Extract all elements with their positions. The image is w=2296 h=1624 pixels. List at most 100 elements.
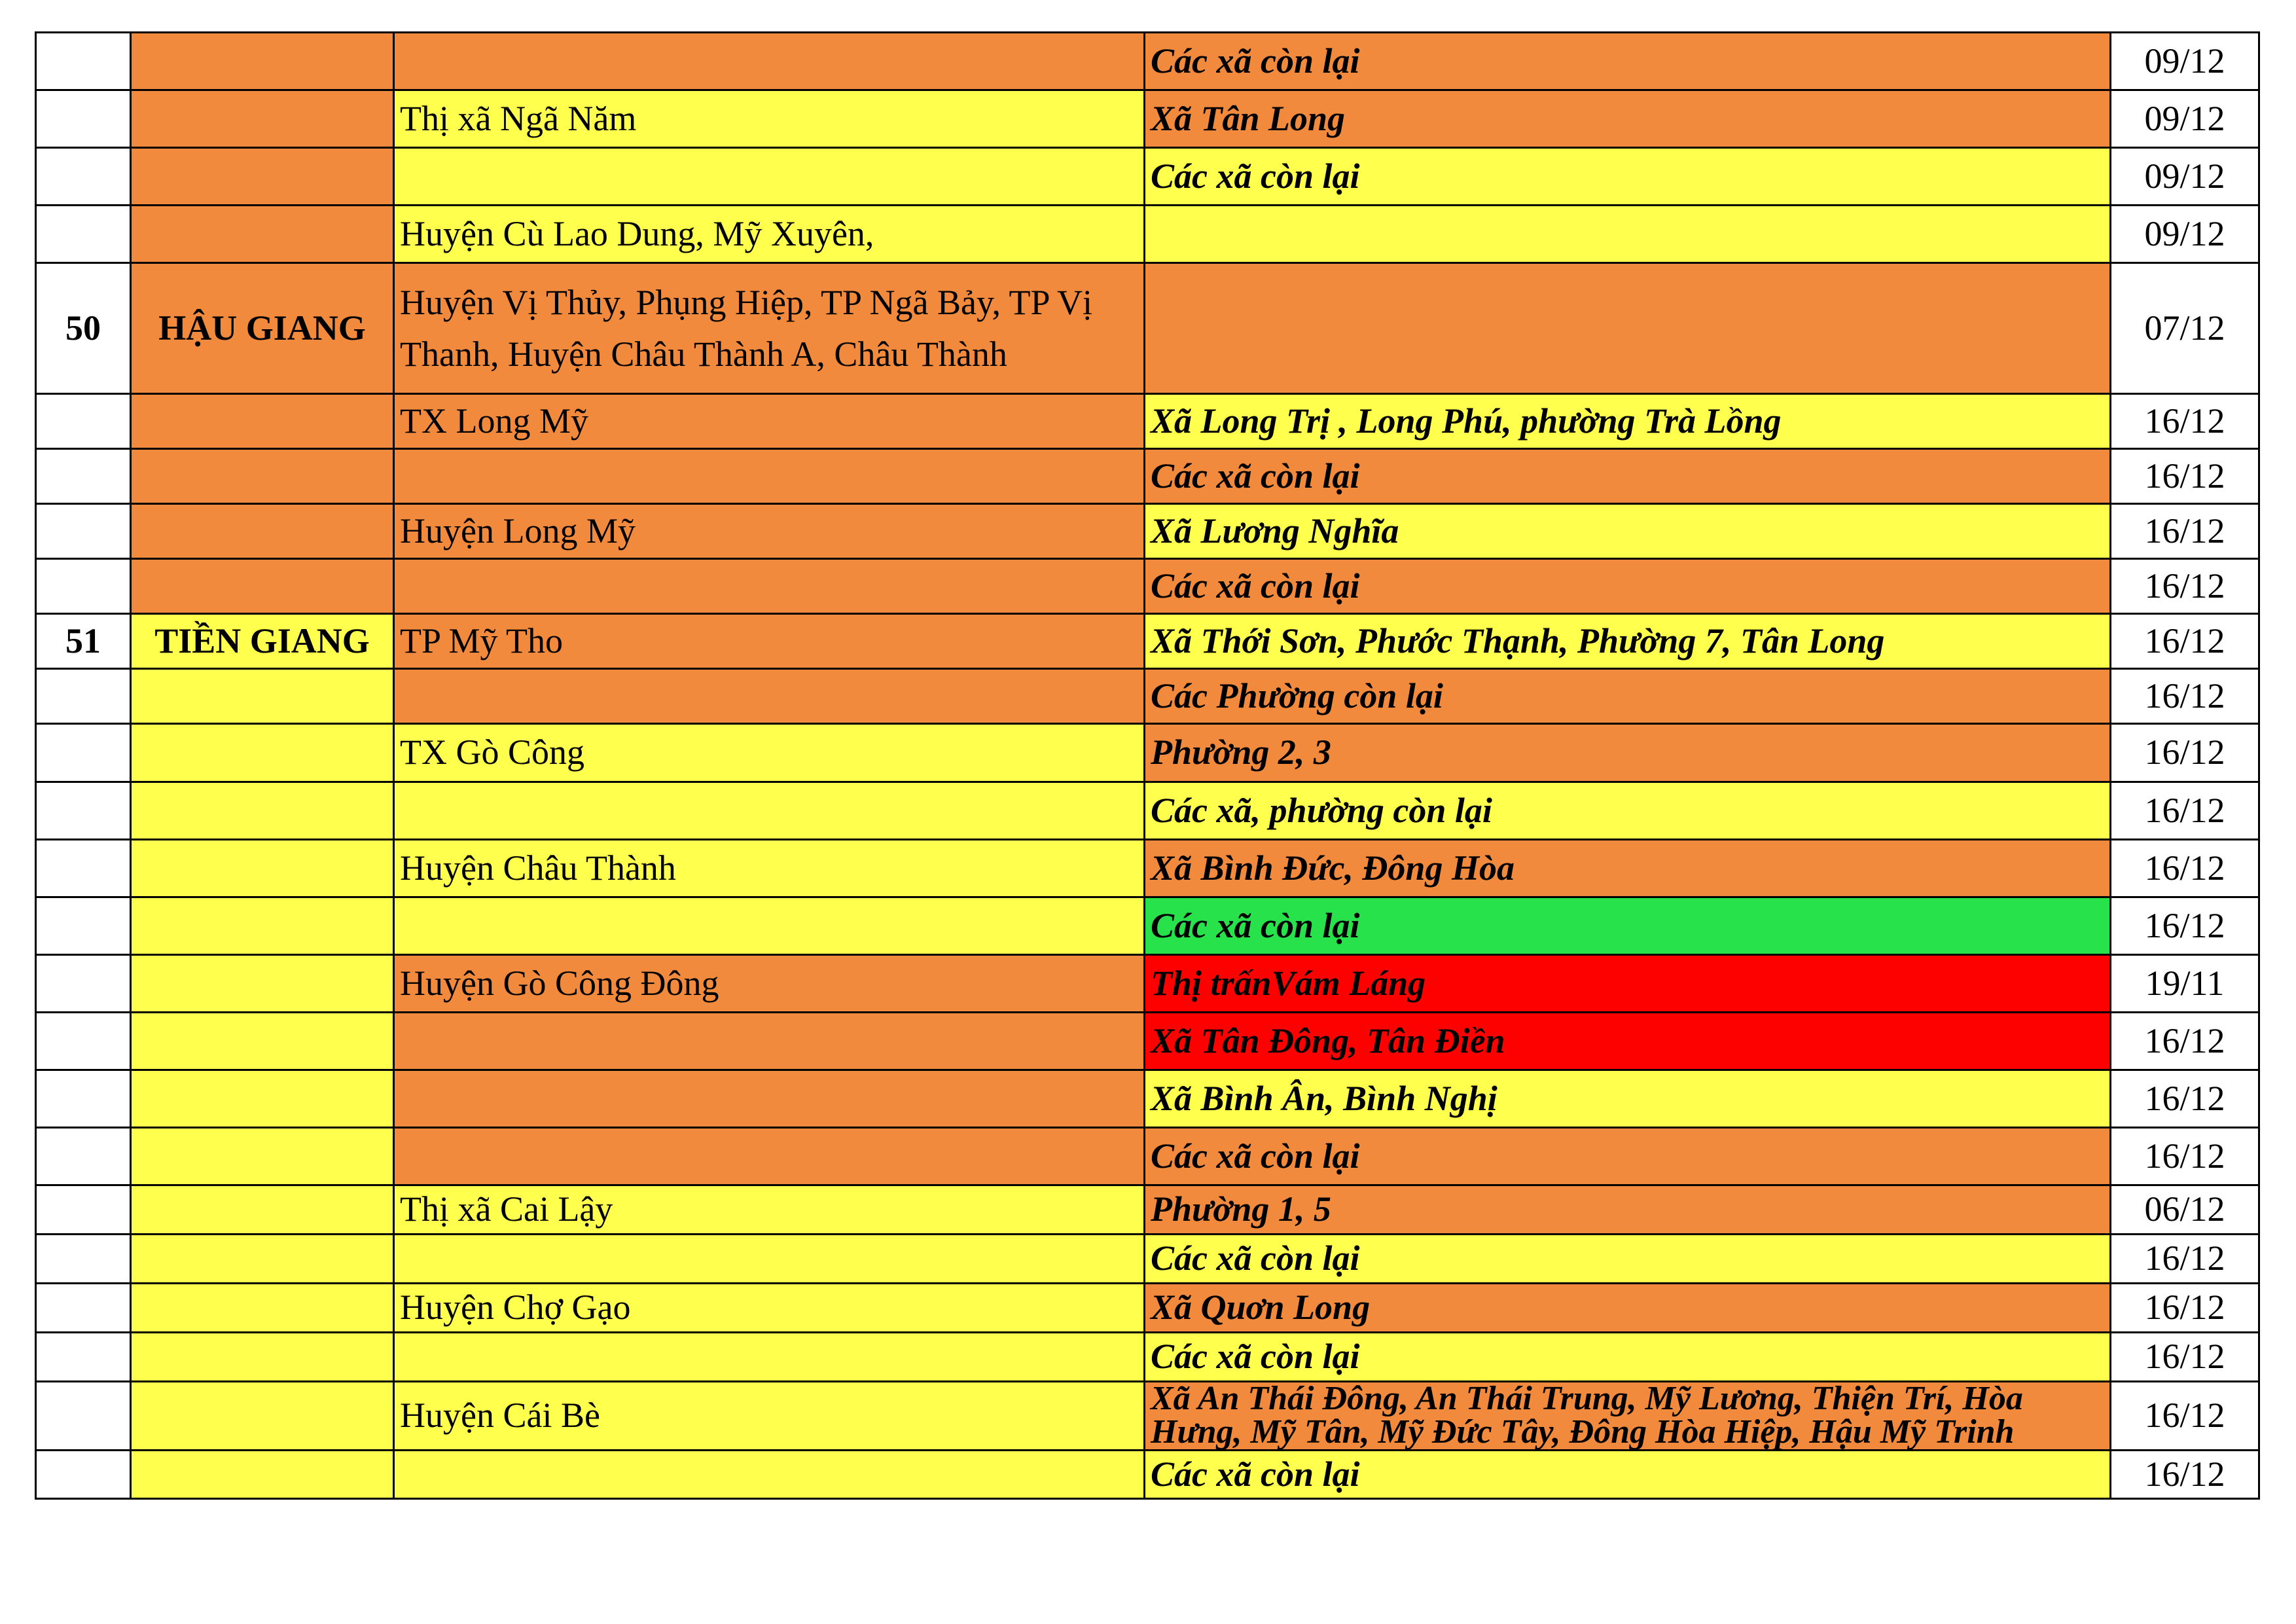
district-cell: TP Mỹ Tho	[393, 613, 1145, 670]
district-cell: Huyện Cái Bè	[393, 1380, 1145, 1451]
province-cell	[130, 896, 395, 956]
no-cell	[35, 1069, 132, 1128]
district-cell: Huyện Long Mỹ	[393, 503, 1145, 560]
province-cell	[130, 1184, 395, 1235]
province-cell	[130, 448, 395, 505]
province-cell	[130, 954, 395, 1013]
district-cell	[393, 1331, 1145, 1382]
no-cell	[35, 393, 132, 450]
district-cell	[393, 1069, 1145, 1128]
date-cell: 09/12	[2109, 31, 2260, 91]
table-row: Huyện Cái Bè Xã An Thái Đông, An Thái Tru…	[35, 1380, 2260, 1451]
commune-cell: Xã An Thái Đông, An Thái Trung, Mỹ Lương…	[1143, 1380, 2111, 1451]
date-cell: 16/12	[2109, 781, 2260, 840]
date-cell: 16/12	[2109, 448, 2260, 505]
table-row: Các xã còn lại 16/12	[35, 448, 2260, 505]
commune-cell: Các xã còn lại	[1143, 558, 2111, 615]
commune-cell: Các xã còn lại	[1143, 448, 2111, 505]
province-cell	[130, 1069, 395, 1128]
date-cell: 16/12	[2109, 1331, 2260, 1382]
no-cell	[35, 1233, 132, 1284]
district-cell: TX Gò Công	[393, 723, 1145, 783]
table-row: Các xã còn lại 16/12	[35, 1331, 2260, 1382]
district-cell	[393, 1127, 1145, 1186]
commune-cell: Các xã còn lại	[1143, 1127, 2111, 1186]
table-row: Huyện Long Mỹ Xã Lương Nghĩa 16/12	[35, 503, 2260, 560]
table-row: Các Phường còn lại 16/12	[35, 668, 2260, 725]
date-cell: 16/12	[2109, 1380, 2260, 1451]
district-cell	[393, 147, 1145, 206]
district-cell	[393, 896, 1145, 956]
province-cell	[130, 1282, 395, 1333]
date-cell: 16/12	[2109, 1282, 2260, 1333]
no-cell	[35, 723, 132, 783]
province-cell	[130, 503, 395, 560]
district-cell: Huyện Châu Thành	[393, 839, 1145, 898]
no-cell	[35, 954, 132, 1013]
district-cell	[393, 781, 1145, 840]
table-row: Huyện Chợ Gạo Xã Quơn Long 16/12	[35, 1282, 2260, 1333]
date-cell: 16/12	[2109, 1449, 2260, 1500]
no-cell	[35, 89, 132, 149]
date-cell: 16/12	[2109, 393, 2260, 450]
province-cell	[130, 204, 395, 264]
no-cell	[35, 147, 132, 206]
no-cell: 51	[35, 613, 132, 670]
date-cell: 09/12	[2109, 204, 2260, 264]
schedule-table-body: Các xã còn lại 09/12 Thị xã Ngã Năm Xã Tân …	[35, 31, 2260, 1500]
no-cell	[35, 1380, 132, 1451]
date-cell: 16/12	[2109, 668, 2260, 725]
table-row: Huyện Gò Công Đông Thị trấnVám Láng 19/11	[35, 954, 2260, 1013]
table-row: Huyện Châu Thành Xã Bình Đức, Đông Hòa 16/…	[35, 839, 2260, 898]
date-cell: 09/12	[2109, 147, 2260, 206]
district-cell	[393, 1011, 1145, 1071]
no-cell	[35, 1282, 132, 1333]
province-cell	[130, 1011, 395, 1071]
province-cell: HẬU GIANG	[130, 262, 395, 395]
commune-cell: Phường 2, 3	[1143, 723, 2111, 783]
province-cell	[130, 1380, 395, 1451]
commune-cell: Xã Quơn Long	[1143, 1282, 2111, 1333]
table-row: Các xã còn lại 09/12	[35, 147, 2260, 206]
no-cell	[35, 1011, 132, 1071]
district-cell	[393, 1449, 1145, 1500]
table-row: Các xã còn lại 16/12	[35, 558, 2260, 615]
table-row: Các xã còn lại 16/12	[35, 1449, 2260, 1500]
table-row: TX Long Mỹ Xã Long Trị , Long Phú, phường…	[35, 393, 2260, 450]
date-cell: 16/12	[2109, 839, 2260, 898]
no-cell	[35, 558, 132, 615]
date-cell: 16/12	[2109, 1233, 2260, 1284]
commune-cell: Xã Tân Long	[1143, 89, 2111, 149]
date-cell: 16/12	[2109, 1011, 2260, 1071]
commune-cell: Các xã còn lại	[1143, 1331, 2111, 1382]
district-cell	[393, 31, 1145, 91]
province-cell	[130, 89, 395, 149]
table-row: Xã Tân Đông, Tân Điền 16/12	[35, 1011, 2260, 1071]
commune-cell: Thị trấnVám Láng	[1143, 954, 2111, 1013]
date-cell: 19/11	[2109, 954, 2260, 1013]
district-cell	[393, 668, 1145, 725]
schedule-table: Các xã còn lại 09/12 Thị xã Ngã Năm Xã Tân …	[35, 31, 2260, 1500]
date-cell: 16/12	[2109, 1127, 2260, 1186]
district-cell: Thị xã Ngã Năm	[393, 89, 1145, 149]
no-cell	[35, 781, 132, 840]
province-cell	[130, 1331, 395, 1382]
date-cell: 07/12	[2109, 262, 2260, 395]
commune-cell: Các xã còn lại	[1143, 1449, 2111, 1500]
table-row: Xã Bình Ân, Bình Nghị 16/12	[35, 1069, 2260, 1128]
no-cell	[35, 448, 132, 505]
date-cell: 09/12	[2109, 89, 2260, 149]
commune-cell: Phường 1, 5	[1143, 1184, 2111, 1235]
no-cell	[35, 1127, 132, 1186]
table-row: 50 HẬU GIANG Huyện Vị Thủy, Phụng Hiệp, TP…	[35, 262, 2260, 395]
no-cell	[35, 896, 132, 956]
commune-cell: Xã Bình Ân, Bình Nghị	[1143, 1069, 2111, 1128]
table-row: Các xã, phường còn lại 16/12	[35, 781, 2260, 840]
province-cell	[130, 723, 395, 783]
no-cell	[35, 31, 132, 91]
no-cell	[35, 839, 132, 898]
no-cell	[35, 1331, 132, 1382]
no-cell	[35, 503, 132, 560]
province-cell	[130, 668, 395, 725]
district-cell: Thị xã Cai Lậy	[393, 1184, 1145, 1235]
